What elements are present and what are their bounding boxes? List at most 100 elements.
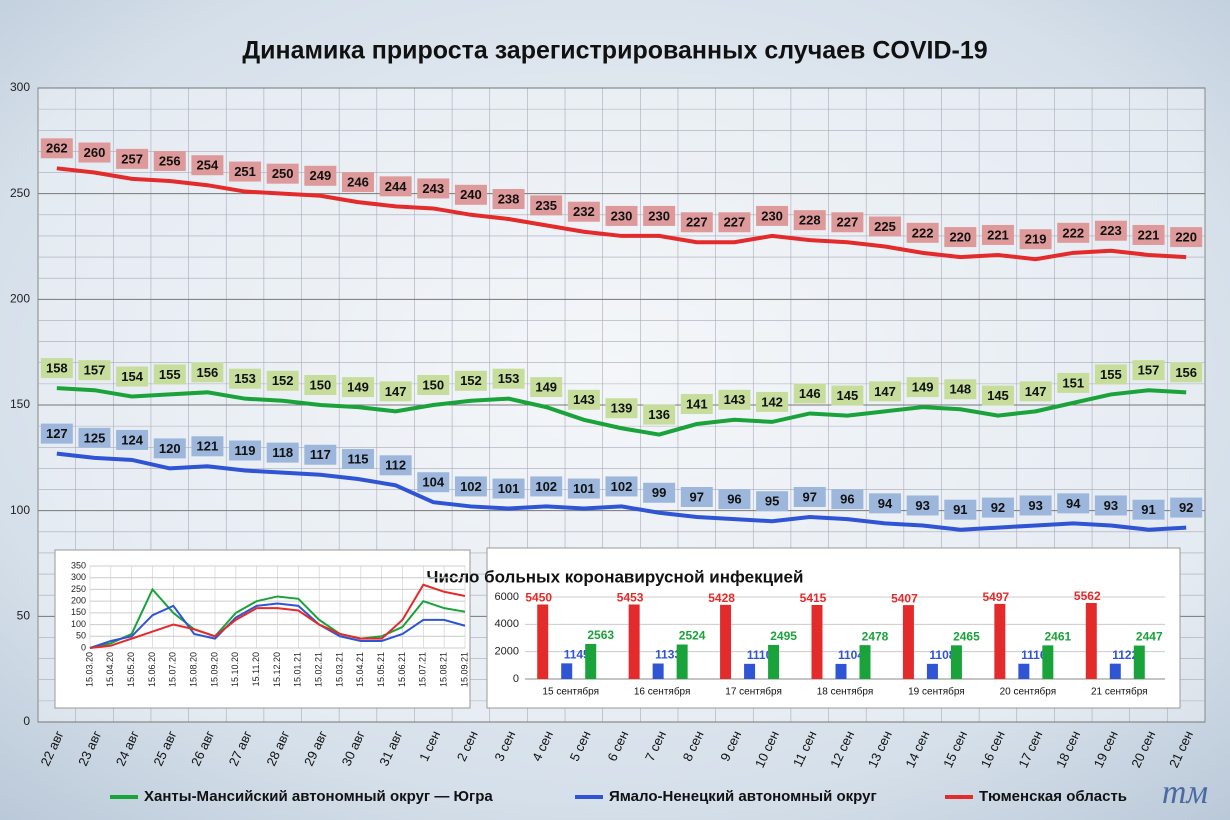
data-label: 102 — [535, 479, 557, 494]
data-label-box — [191, 155, 224, 176]
legend-label: Ханты-Мансийский автономный округ — Югра — [144, 788, 493, 805]
x-tick-label: 15.11.20 — [251, 652, 261, 686]
data-label: 102 — [611, 479, 633, 494]
data-label: 5562 — [1074, 589, 1101, 603]
data-label: 91 — [953, 502, 967, 517]
data-label: 220 — [1175, 230, 1197, 245]
data-label: 246 — [347, 175, 369, 190]
data-label: 1122 — [1112, 648, 1138, 662]
data-label: 232 — [573, 204, 595, 219]
data-label: 146 — [799, 386, 821, 401]
x-tick-label: 15.08.21 — [439, 652, 449, 687]
bar — [1085, 602, 1097, 679]
data-label: 251 — [234, 164, 256, 179]
data-label-box — [718, 389, 751, 410]
data-label-box — [1094, 220, 1127, 241]
data-label-box — [229, 440, 262, 461]
data-label-box — [304, 165, 337, 186]
data-label: 115 — [347, 451, 368, 466]
data-label-box — [1019, 495, 1052, 516]
data-label-box — [417, 375, 450, 395]
data-label: 240 — [460, 187, 482, 202]
data-label: 1104 — [838, 648, 864, 662]
data-label: 5407 — [891, 591, 918, 605]
data-label: 93 — [1104, 498, 1118, 513]
data-label: 112 — [385, 458, 406, 473]
data-label-box — [530, 377, 563, 398]
x-tick-label: 20 сентября — [1000, 686, 1057, 698]
x-tick-label: 15.07.20 — [168, 652, 178, 687]
bar — [994, 603, 1006, 679]
data-label: 158 — [46, 361, 68, 376]
bar — [859, 645, 871, 679]
data-label: 104 — [422, 475, 444, 490]
data-label-box — [454, 370, 487, 391]
data-label-box — [191, 436, 224, 457]
data-label-box — [756, 205, 789, 226]
data-label-box — [116, 148, 149, 169]
data-label: 150 — [422, 377, 444, 392]
data-label: 149 — [535, 380, 557, 395]
data-label-box — [1057, 493, 1090, 514]
data-label: 230 — [648, 208, 670, 223]
data-label: 157 — [84, 363, 106, 378]
x-tick-label: 18 сентября — [817, 686, 874, 698]
data-label-box — [869, 216, 902, 237]
data-label-box — [680, 394, 713, 415]
data-label: 2478 — [862, 629, 889, 643]
data-label: 230 — [611, 208, 633, 223]
x-tick-label: 15.07.21 — [418, 652, 428, 687]
series-line — [56, 451, 1187, 532]
data-label-box — [944, 499, 977, 520]
data-label: 2524 — [679, 629, 706, 643]
data-label-box — [417, 178, 450, 199]
data-label: 95 — [765, 494, 779, 509]
data-label: 96 — [727, 492, 741, 507]
data-label-box — [1170, 362, 1203, 383]
x-tick-label: 15.03.20 — [84, 652, 94, 687]
data-label-box — [492, 189, 525, 210]
data-label-box — [530, 476, 563, 497]
data-label: 94 — [878, 496, 893, 511]
data-label: 136 — [648, 407, 670, 422]
data-label: 145 — [987, 388, 1009, 403]
y-tick-label: 50 — [76, 631, 86, 641]
y-tick-label: 300 — [10, 80, 30, 94]
series-line — [89, 602, 466, 649]
x-tick-label: 15.05.20 — [126, 652, 136, 687]
data-label: 221 — [987, 227, 1009, 242]
data-label-box — [567, 389, 600, 410]
bar — [628, 604, 640, 679]
data-label: 118 — [272, 445, 293, 460]
data-label-box — [981, 497, 1014, 518]
bar — [902, 605, 914, 679]
y-tick-label: 100 — [10, 503, 30, 517]
data-label: 227 — [724, 215, 746, 230]
data-label: 223 — [1100, 223, 1122, 238]
data-label: 97 — [802, 489, 816, 504]
x-tick-label: 16 сентября — [634, 686, 691, 698]
inset-bar-box — [486, 547, 1181, 709]
bar — [744, 663, 756, 679]
data-label-box — [1132, 224, 1165, 245]
data-label-box — [417, 472, 450, 493]
data-label: 1133 — [655, 648, 681, 662]
data-label-box — [793, 210, 826, 231]
inset-bar-title: Число больных коронавирусной инфекцией — [427, 567, 804, 586]
bar — [835, 663, 847, 679]
series-line — [56, 386, 1187, 437]
data-label-box — [718, 212, 751, 233]
data-label-box — [680, 487, 713, 508]
data-label: 243 — [422, 181, 444, 196]
data-label: 227 — [686, 215, 708, 230]
data-label: 120 — [159, 441, 181, 456]
bar — [1109, 663, 1121, 679]
x-tick-label: 15.09.20 — [209, 652, 219, 687]
data-label: 139 — [611, 401, 633, 416]
data-label: 145 — [837, 388, 859, 403]
data-label: 1116 — [1021, 648, 1047, 662]
y-tick-label: 300 — [71, 572, 86, 582]
data-label: 148 — [949, 382, 971, 397]
data-label-box — [266, 163, 299, 184]
